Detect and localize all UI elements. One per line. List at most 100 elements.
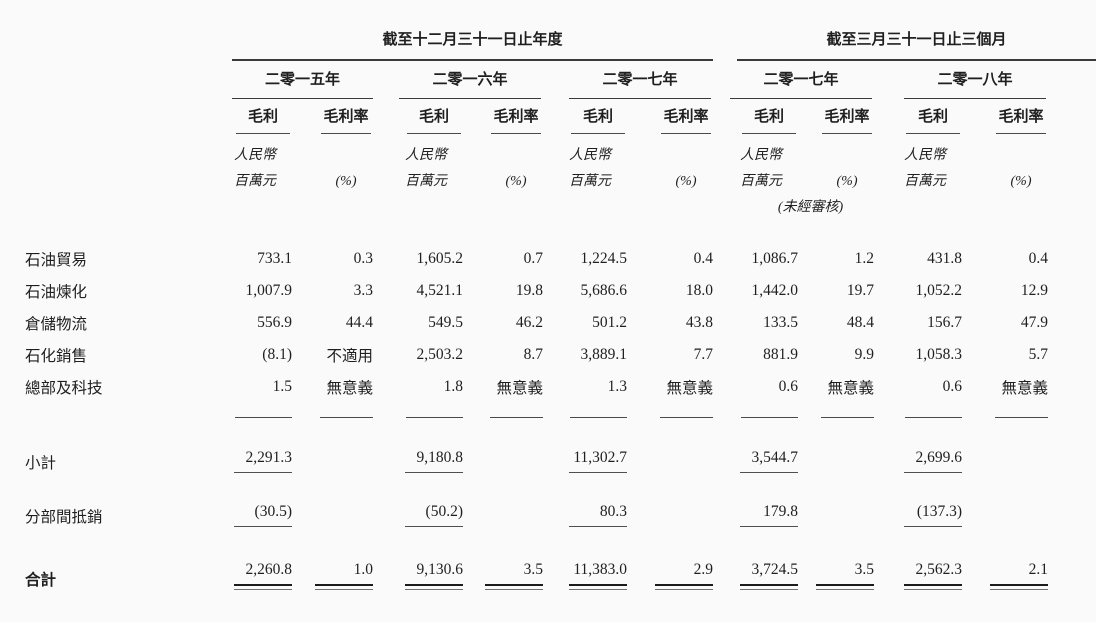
cell-profit: 2,260.8 [232, 527, 292, 590]
margin-header: 毛利率 [292, 99, 373, 134]
cell-profit: 3,544.7 [713, 423, 799, 473]
cell-profit: 3,724.5 [713, 527, 799, 590]
rule [320, 417, 373, 423]
profit-header: 毛利 [543, 99, 627, 134]
cell-profit: 881.9 [763, 346, 799, 363]
cell-margin: 3.5 [798, 527, 875, 590]
cell-profit: 1,605.2 [416, 250, 464, 267]
profit-header: 毛利 [232, 99, 292, 134]
cell-profit: 4,521.1 [416, 282, 464, 299]
rule [570, 417, 627, 423]
rule [660, 417, 714, 423]
cell-profit: 179.8 [713, 473, 799, 527]
cell-profit: 556.9 [257, 314, 292, 331]
cell-profit: (137.3) [874, 473, 963, 527]
cell-profit: 1.5 [272, 378, 292, 395]
unit-percent: (%) [675, 174, 697, 189]
cell-margin: 2.9 [627, 527, 714, 590]
rule [406, 417, 463, 423]
unaudited-note: (未經審核) [777, 200, 844, 215]
cell-profit: 133.5 [763, 314, 799, 331]
cell-profit: 1,224.5 [580, 250, 628, 267]
cell-margin: 7.7 [693, 346, 714, 363]
cell-profit: 5,686.6 [580, 282, 628, 299]
margin-header: 毛利率 [962, 99, 1048, 134]
cell-profit: 431.8 [927, 250, 963, 267]
cell-margin: 48.4 [846, 314, 875, 331]
unit-row: 人民幣 百萬元 (%) 人民幣 百萬元 (%) 人民幣 百萬元 (%) 人民幣 百萬元 … [0, 134, 1096, 195]
profit-header: 毛利 [373, 99, 463, 134]
cell-profit: 2,503.2 [416, 346, 464, 363]
profit-header: 毛利 [874, 99, 962, 134]
year-header-quarter-2017: 二零一七年 [713, 61, 874, 99]
profit-header: 毛利 [713, 99, 798, 134]
label-col-spacer [0, 0, 232, 61]
rule [821, 417, 875, 423]
margin-header: 毛利率 [798, 99, 874, 134]
row-label: 倉儲物流 [25, 316, 88, 333]
cell-margin: 2.1 [962, 527, 1049, 590]
cell-margin: 不適用 [326, 348, 373, 365]
cell-profit: (50.2) [373, 473, 463, 527]
cell-margin: 3.5 [463, 527, 543, 590]
cell-profit: 9,130.6 [373, 527, 463, 590]
cell-profit: 549.5 [428, 314, 463, 331]
cell-margin: 19.8 [515, 282, 543, 299]
cell-margin: 無意義 [827, 380, 875, 397]
cell-margin: 9.9 [854, 346, 875, 363]
cell-margin: 無意義 [1001, 380, 1049, 397]
table-row-oil-refining: 石油煉化 1,007.9 3.3 4,521.1 19.8 5,686.6 18… [0, 275, 1096, 307]
year-header-annual-2017: 二零一七年 [543, 61, 713, 99]
cell-margin: 8.7 [523, 346, 543, 363]
cell-margin: 無意義 [496, 380, 543, 397]
col-group-annual-title: 截至十二月三十一日止年度 [382, 32, 563, 48]
cell-profit: 501.2 [592, 314, 627, 331]
col-group-annual: 截至十二月三十一日止年度 [232, 0, 714, 61]
rule [741, 417, 799, 423]
row-label: 分部間抵銷 [25, 509, 103, 526]
unit-currency: 人民幣 百萬元 [569, 148, 611, 189]
table-row-oil-trading: 石油貿易 733.1 0.3 1,605.2 0.7 1,224.5 0.4 1… [0, 243, 1096, 275]
cell-margin: 0.7 [523, 250, 543, 267]
cell-profit: 156.7 [927, 314, 963, 331]
unit-currency: 人民幣 百萬元 [740, 148, 783, 189]
table-row-hq-technology: 總部及科技 1.5 無意義 1.8 無意義 1.3 無意義 0.6 無意義 0.… [0, 371, 1096, 403]
cell-profit: 2,699.6 [874, 423, 963, 473]
year-header-row: 二零一五年 二零一六年 二零一七年 二零一七年 二零一八年 [0, 61, 1096, 99]
cell-margin: 43.8 [685, 314, 714, 331]
col-group-quarterly: 截至三月三十一日止三個月 [713, 0, 1096, 61]
row-label: 總部及科技 [25, 380, 103, 397]
year-header-annual-2015: 二零一五年 [232, 61, 373, 99]
unit-percent: (%) [505, 174, 527, 189]
table-row-petrochemical-sales: 石化銷售 (8.1) 不適用 2,503.2 8.7 3,889.1 7.7 8… [0, 339, 1096, 371]
cell-profit: (30.5) [232, 473, 292, 527]
unit-currency: 人民幣 百萬元 [904, 148, 947, 189]
group-header-row: 截至十二月三十一日止年度 截至三月三十一日止三個月 [0, 0, 1096, 61]
cell-profit: 733.1 [257, 250, 292, 267]
segment-sum-rule-row [0, 403, 1096, 423]
rule [490, 417, 543, 423]
cell-profit: 1,086.7 [751, 250, 799, 267]
cell-profit: 1,442.0 [751, 282, 799, 299]
cell-profit: 1.8 [443, 378, 463, 395]
cell-profit: 80.3 [543, 473, 627, 527]
table-row-warehousing-logistics: 倉儲物流 556.9 44.4 549.5 46.2 501.2 43.8 13… [0, 307, 1096, 339]
rule [995, 417, 1049, 423]
cell-profit: 1,007.9 [245, 282, 293, 299]
cell-margin: 無意義 [326, 380, 373, 397]
rule [905, 417, 963, 423]
row-label: 石油貿易 [25, 252, 88, 269]
cell-profit: 11,302.7 [543, 423, 627, 473]
cell-profit: 0.6 [942, 378, 963, 395]
cell-margin: 19.7 [846, 282, 875, 299]
gross-profit-table: 截至十二月三十一日止年度 截至三月三十一日止三個月 二零一五年 二零一六年 二零… [0, 0, 1096, 590]
cell-profit: 9,180.8 [373, 423, 463, 473]
cell-profit: (8.1) [262, 346, 292, 363]
year-header-quarter-2018: 二零一八年 [874, 61, 1048, 99]
cell-profit: 3,889.1 [580, 346, 628, 363]
rule [235, 417, 292, 423]
unaudited-row: (未經審核) [0, 195, 1096, 221]
cell-margin: 5.7 [1028, 346, 1049, 363]
cell-margin: 0.4 [1028, 250, 1049, 267]
